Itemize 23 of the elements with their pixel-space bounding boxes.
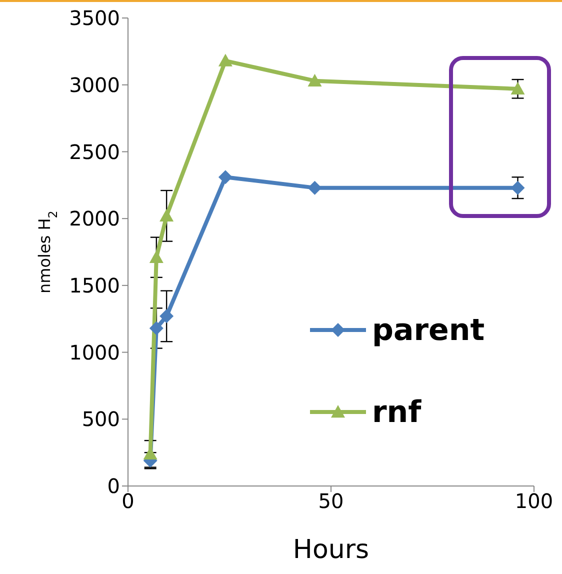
point xyxy=(510,82,525,94)
y-tick-label: 1000 xyxy=(69,340,120,364)
point xyxy=(149,321,164,336)
point xyxy=(308,74,322,86)
point xyxy=(160,309,174,324)
point xyxy=(218,170,232,184)
x-axis-title: Hours xyxy=(292,535,370,565)
y-tick-label: 500 xyxy=(82,407,120,432)
y-tick-label: 3500 xyxy=(69,6,120,30)
x-tick-label: 50 xyxy=(318,489,344,514)
y-tick-label: 1500 xyxy=(69,274,120,298)
point xyxy=(149,250,164,263)
point xyxy=(308,180,322,195)
y-tick-label: 2500 xyxy=(69,140,120,164)
y-tick-label: 0 xyxy=(107,474,120,498)
point xyxy=(218,54,232,66)
point xyxy=(510,180,525,195)
legend-label: rnf xyxy=(372,394,422,430)
y-tick-label: 3000 xyxy=(69,72,120,97)
x-tick-label: 100 xyxy=(514,489,554,514)
y-tick-label: 2000 xyxy=(69,206,120,231)
legend-label: parent xyxy=(372,312,485,348)
point xyxy=(160,208,174,222)
